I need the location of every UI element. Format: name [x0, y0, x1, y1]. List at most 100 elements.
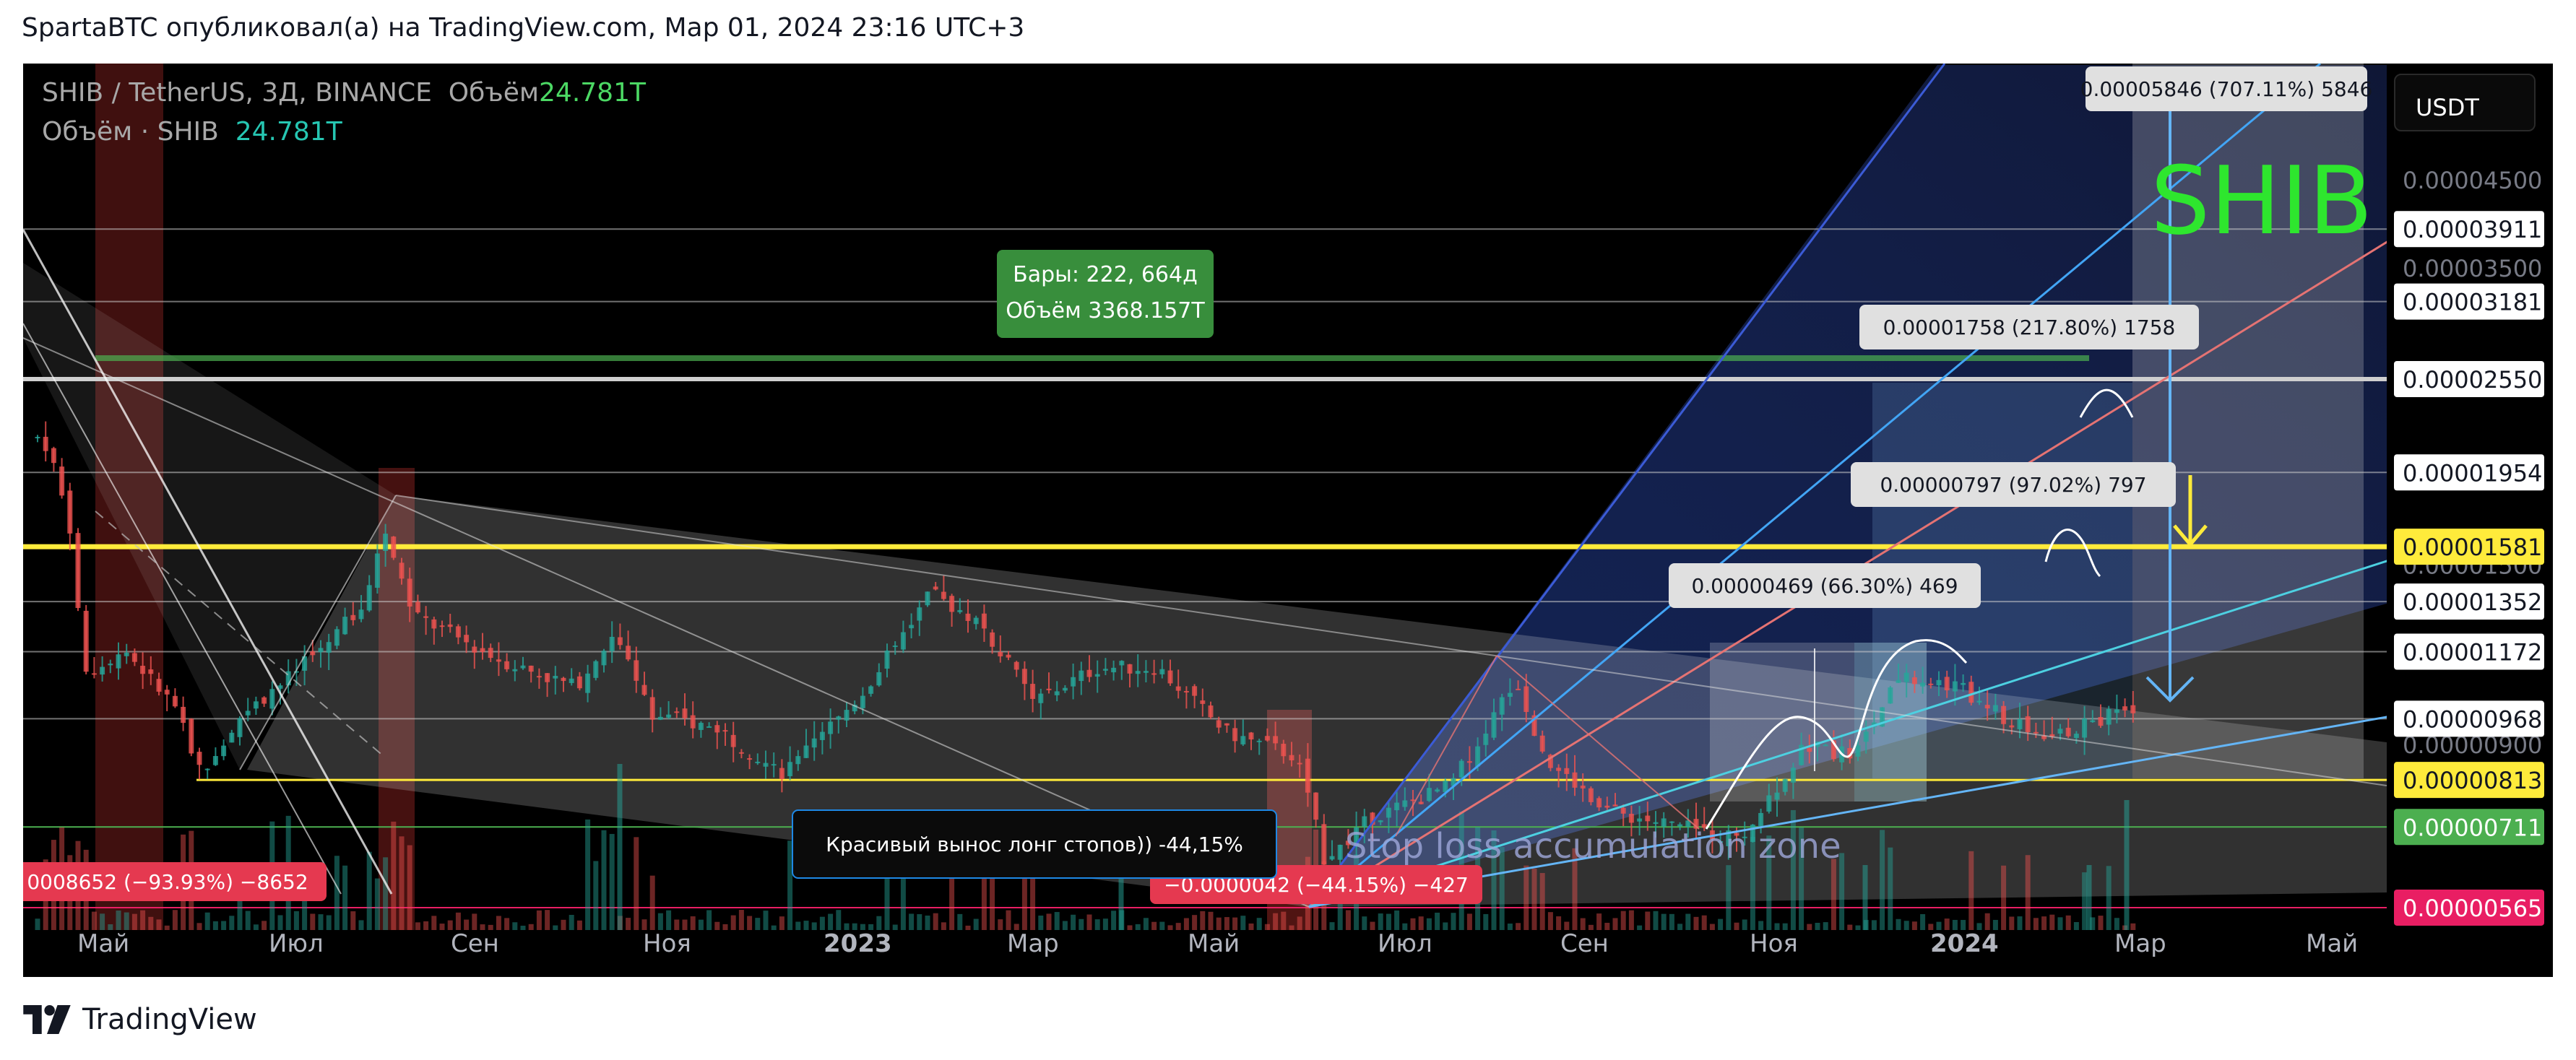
candle-body — [1021, 669, 1027, 685]
trend-line — [23, 229, 393, 895]
candle-body — [350, 614, 356, 620]
measure-label-down-left: 0008652 (−93.93%) −8652 — [23, 862, 327, 901]
volume-indicator-legend[interactable]: Объём · SHIB 24.781T — [42, 117, 342, 147]
candle-body — [836, 716, 842, 720]
volume-indicator-value: 24.781T — [235, 117, 342, 147]
footer-brand[interactable]: TradingView — [23, 999, 257, 1040]
symbol-legend[interactable]: SHIB / TetherUS, 3Д, BINANCE Объём24.781… — [42, 78, 646, 108]
volume-bar — [1911, 921, 1917, 930]
volume-bar — [2086, 865, 2092, 930]
volume-bar — [383, 857, 389, 930]
volume-bar — [1418, 916, 1424, 930]
candle-body — [941, 591, 946, 599]
candle-body — [990, 632, 995, 647]
candle-body — [108, 664, 113, 666]
currency-selector-button[interactable]: USDT — [2394, 74, 2536, 131]
volume-bar — [1111, 911, 1117, 930]
volume-bar — [1466, 913, 1472, 930]
volume-bar — [1046, 913, 1052, 930]
fan-line — [1308, 64, 1946, 908]
volume-bar — [318, 914, 324, 930]
volume-bar — [1992, 919, 1998, 930]
volume-bar — [35, 918, 40, 930]
candle-body — [803, 745, 809, 758]
candle-body — [229, 732, 235, 743]
candle-body — [1151, 673, 1157, 675]
volume-bar — [1232, 917, 1238, 930]
volume-bar — [1175, 923, 1181, 930]
candle-body — [1734, 833, 1739, 836]
candle-body — [925, 591, 930, 606]
volume-bar — [682, 919, 688, 930]
publish-caption: SpartaBTC опубликовал(а) на TradingView.… — [22, 13, 1025, 43]
candle-body — [1855, 745, 1861, 757]
candle-body — [423, 616, 429, 618]
volume-bar — [1240, 916, 1246, 930]
candle-body — [1378, 820, 1383, 822]
candle-body — [1143, 671, 1149, 673]
volume-bar — [836, 910, 842, 930]
volume-bar — [666, 910, 672, 930]
candle-body — [1038, 693, 1044, 703]
volume-bar — [941, 922, 946, 930]
volume-bar — [2009, 916, 2015, 930]
volume-bar — [553, 925, 558, 930]
volume-bar — [585, 819, 591, 930]
candle-body — [399, 562, 405, 579]
volume-bar — [140, 910, 146, 930]
price-level-label-text: 0.00003181 — [2403, 289, 2542, 316]
candle-body — [819, 731, 825, 740]
candle-body — [172, 695, 178, 707]
volume-bar — [148, 916, 154, 930]
volume-bar — [472, 913, 477, 930]
volume-bar — [374, 878, 380, 930]
volume-bar — [828, 913, 834, 930]
volume-bar — [933, 913, 938, 930]
volume-bar — [1483, 913, 1489, 930]
candle-body — [245, 711, 251, 716]
chart-canvas[interactable]: Бары: 222, 664д Объём 3368.157T 0.00005846… — [23, 64, 2553, 977]
candle-body — [472, 646, 477, 653]
volume-bar — [1628, 910, 1634, 930]
volume-bar — [2124, 800, 2130, 930]
candle-body — [1451, 778, 1456, 786]
volume-bar — [1183, 918, 1189, 930]
volume-bar — [1815, 923, 1820, 930]
time-axis-tick: Май — [1188, 929, 1240, 958]
candle-body — [1693, 819, 1699, 829]
candle-body — [1030, 684, 1036, 699]
trend-line — [1395, 655, 1497, 837]
volume-bar — [229, 916, 235, 930]
candle-body — [860, 695, 865, 708]
candle-body — [1281, 744, 1287, 757]
candle-body — [1880, 707, 1885, 727]
candle-body — [439, 625, 445, 627]
volume-bar — [1928, 924, 1934, 930]
volume-bar — [1823, 922, 1828, 930]
volume-bar — [1248, 923, 1254, 930]
volume-bar — [1030, 830, 1036, 930]
candle-body — [585, 673, 591, 693]
volume-bar — [1297, 916, 1302, 930]
candle-body — [59, 466, 65, 496]
volume-bar — [1289, 925, 1295, 930]
volume-bar — [237, 875, 243, 930]
chart-frame[interactable]: Бары: 222, 664д Объём 3368.157T 0.00005846… — [23, 64, 2553, 977]
price-level-label: 0.00000565 — [2394, 889, 2544, 926]
volume-legend-label: Объём — [448, 78, 540, 108]
volume-bar — [221, 921, 227, 930]
candle-body — [1807, 748, 1812, 752]
volume-bar — [1758, 921, 1764, 930]
volume-bar — [1620, 911, 1626, 930]
candle-body — [1102, 669, 1108, 671]
volume-bar — [124, 912, 129, 930]
time-axis-bg — [23, 930, 2387, 977]
volume-bar — [844, 923, 850, 930]
candle-body — [358, 609, 364, 620]
volume-bar — [1499, 846, 1505, 930]
candle-body — [957, 609, 963, 612]
volume-bar — [1523, 865, 1529, 930]
volume-bar — [909, 913, 915, 930]
candle-body — [512, 669, 518, 672]
candle-body — [1345, 840, 1351, 846]
